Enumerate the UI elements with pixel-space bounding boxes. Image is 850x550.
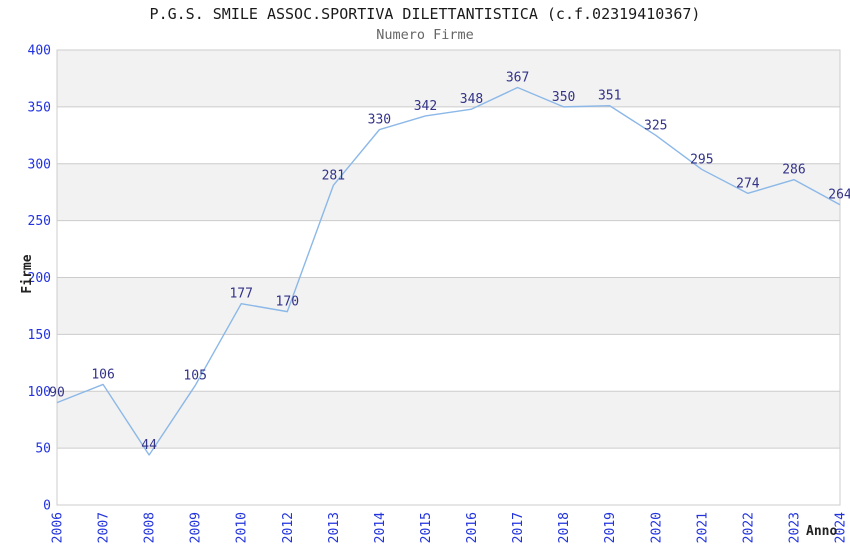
x-tick-label: 2009 xyxy=(189,512,204,543)
x-axis-title: Anno xyxy=(806,524,837,539)
y-tick-label: 200 xyxy=(28,271,51,286)
x-tick-label: 2023 xyxy=(787,512,802,543)
y-tick-label: 100 xyxy=(28,385,51,400)
data-point-label: 44 xyxy=(141,438,157,453)
data-point-label: 177 xyxy=(229,287,252,302)
x-tick-label: 2012 xyxy=(281,512,296,543)
chart-title: P.G.S. SMILE ASSOC.SPORTIVA DILETTANTIST… xyxy=(149,5,701,23)
x-tick-label: 2013 xyxy=(327,512,342,543)
y-tick-label: 50 xyxy=(35,442,51,457)
plot-band xyxy=(57,106,840,164)
chart-subtitle: Numero Firme xyxy=(376,27,474,43)
y-tick-label: 350 xyxy=(28,100,51,115)
x-tick-label: 2010 xyxy=(235,512,250,543)
x-tick-label: 2019 xyxy=(603,512,618,543)
plot-band xyxy=(57,50,840,107)
data-point-label: 295 xyxy=(690,152,713,167)
data-point-label: 367 xyxy=(506,71,529,86)
data-point-label: 264 xyxy=(828,188,850,203)
x-tick-label: 2022 xyxy=(741,512,756,543)
data-point-label: 281 xyxy=(322,168,345,183)
data-point-label: 106 xyxy=(91,367,114,382)
data-point-label: 286 xyxy=(782,163,805,178)
data-point-label: 350 xyxy=(552,90,575,105)
data-point-label: 170 xyxy=(276,295,299,310)
y-axis-title: Firme xyxy=(20,254,35,293)
x-tick-label: 2020 xyxy=(649,512,664,543)
x-tick-label: 2024 xyxy=(834,512,849,543)
data-point-label: 351 xyxy=(598,89,621,104)
x-tick-label: 2021 xyxy=(695,512,710,543)
data-point-label: 342 xyxy=(414,99,437,114)
data-point-label: 274 xyxy=(736,176,760,191)
x-tick-label: 2017 xyxy=(511,512,526,543)
y-tick-label: 250 xyxy=(28,214,51,229)
y-tick-label: 0 xyxy=(43,499,51,514)
y-tick-label: 400 xyxy=(28,44,51,59)
x-tick-label: 2006 xyxy=(51,512,66,543)
plot-band xyxy=(57,163,840,221)
data-point-label: 330 xyxy=(368,113,391,128)
y-tick-label: 150 xyxy=(28,328,51,343)
plot-band xyxy=(57,391,840,449)
plot-band xyxy=(57,448,840,505)
series-line xyxy=(56,86,841,456)
x-tick-label: 2018 xyxy=(557,512,572,543)
x-tick-label: 2015 xyxy=(419,512,434,543)
x-tick-label: 2007 xyxy=(97,512,112,543)
x-tick-label: 2016 xyxy=(465,512,480,543)
y-tick-label: 300 xyxy=(28,157,51,172)
data-point-label: 105 xyxy=(183,369,206,384)
plot-band xyxy=(57,334,840,392)
data-point-label: 90 xyxy=(49,386,65,401)
data-point-label: 325 xyxy=(644,118,667,133)
x-tick-label: 2014 xyxy=(373,512,388,543)
data-point-label: 348 xyxy=(460,92,483,107)
plot-border xyxy=(56,49,841,506)
x-tick-label: 2008 xyxy=(143,512,158,543)
plot-band xyxy=(57,220,840,278)
plot-band xyxy=(57,277,840,335)
